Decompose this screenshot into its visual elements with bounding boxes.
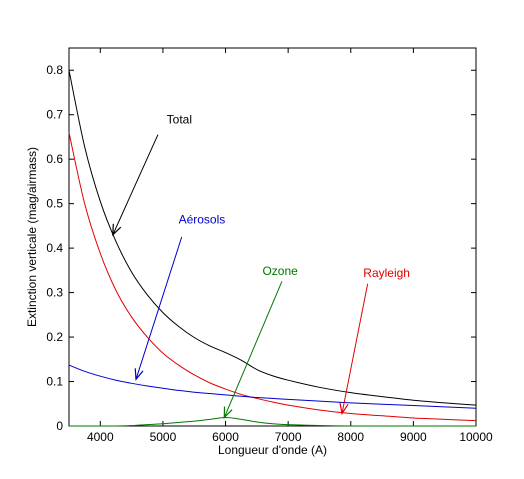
y-tick-label: 0.7	[46, 108, 63, 122]
y-tick-label: 0.5	[46, 197, 63, 211]
annotation-arrow-rayleigh	[341, 283, 369, 414]
y-tick-label: 0.1	[46, 375, 63, 389]
annotation-label-aerosols: Aérosols	[179, 213, 226, 227]
axes: 4000 5000 6000 7000 8000 9000 10000 0 0.1 0.2 0.3 0…	[46, 47, 493, 444]
series-line-total	[68, 70, 477, 406]
y-tick-label: 0.8	[46, 63, 63, 77]
y-tick-label: 0.4	[46, 241, 63, 255]
series-line-aerosols	[68, 364, 477, 409]
x-tick-label: 4000	[87, 430, 114, 444]
annotation-arrowhead-total	[112, 223, 122, 237]
x-tick-label: 6000	[212, 430, 239, 444]
annotations-layer: Total Aérosols Ozone Rayleigh	[112, 113, 410, 420]
annotation-label-ozone: Ozone	[262, 264, 298, 278]
y-tick-label: 0.6	[46, 152, 63, 166]
y-axis-label: Extinction verticale (mag/airmass)	[25, 147, 39, 327]
series-line-ozone	[69, 417, 476, 427]
plot-frame	[68, 47, 477, 427]
annotation-arrowhead-ozone	[223, 406, 233, 420]
series-layer	[68, 70, 477, 427]
annotation-arrow-total	[112, 134, 159, 235]
y-tick-label: 0	[56, 419, 63, 433]
x-tick-label: 10000	[459, 430, 493, 444]
x-tick-label: 5000	[150, 430, 177, 444]
x-tick-label: 7000	[275, 430, 302, 444]
annotation-label-rayleigh: Rayleigh	[363, 266, 410, 280]
y-tick-label: 0.2	[46, 330, 63, 344]
annotation-label-total: Total	[167, 113, 192, 127]
annotation-arrowhead-aerosols	[134, 368, 144, 381]
x-axis-label: Longueur d'onde (A)	[218, 443, 327, 457]
series-line-rayleigh	[68, 132, 477, 422]
x-tick-label: 9000	[400, 430, 427, 444]
x-tick-label: 8000	[337, 430, 364, 444]
annotation-arrow-aerosols	[135, 236, 183, 380]
annotation-arrowhead-rayleigh	[339, 402, 349, 416]
annotation-arrow-ozone	[223, 281, 283, 418]
y-tick-label: 0.3	[46, 286, 63, 300]
